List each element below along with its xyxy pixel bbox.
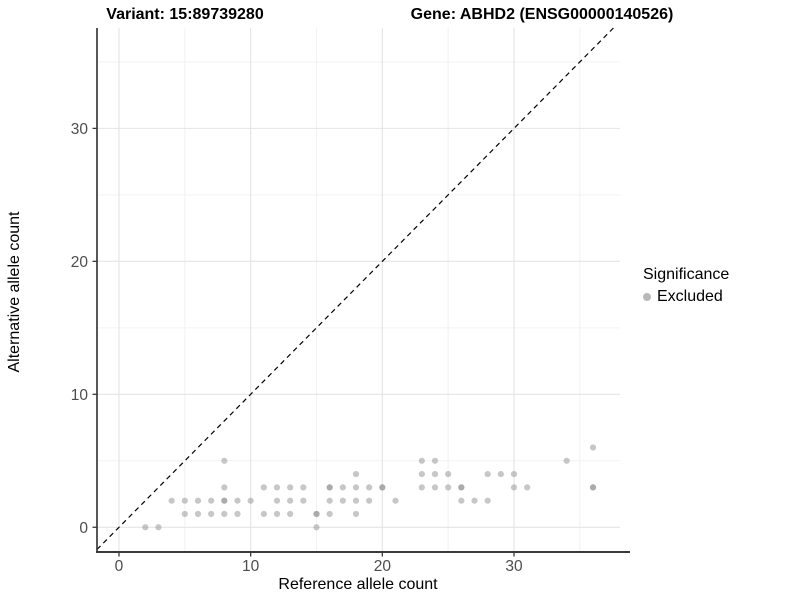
data-point [221,510,228,518]
data-point [208,497,215,504]
legend-point-icon [643,293,651,301]
data-point [273,484,281,491]
data-point [287,510,294,518]
data-point [273,497,281,504]
data-point [458,484,465,491]
legend: Significance Excluded [643,266,729,306]
data-point [273,510,281,518]
data-point [168,497,175,504]
data-point [194,497,202,504]
x-tick-label: 10 [242,558,260,575]
data-point [194,510,202,518]
data-point [366,484,373,491]
data-point [326,484,333,491]
y-tick-label: 0 [79,520,88,537]
data-point [221,484,228,491]
data-point [418,457,425,464]
data-point [208,510,215,518]
data-point [563,457,570,464]
data-point [181,510,188,518]
data-point [445,484,452,491]
data-point [260,484,267,491]
data-point [142,524,149,531]
data-point [221,497,228,504]
data-point [221,457,228,464]
data-point [497,470,504,478]
legend-title: Significance [643,266,730,283]
data-point [418,484,425,491]
data-point [379,484,386,491]
data-point [300,484,307,491]
plot-panel [97,28,620,552]
data-point [418,470,425,478]
y-axis-title-container: Alternative allele count [6,182,28,402]
y-tick-label: 30 [71,121,89,138]
data-point [510,470,518,478]
data-point [431,470,439,478]
data-point [352,470,360,478]
y-tick-label: 10 [71,387,89,404]
data-point [589,444,597,451]
data-point [524,484,531,491]
data-point [339,484,346,491]
x-tick-label: 30 [505,558,523,575]
data-point [234,497,241,504]
x-tick-label: 20 [374,558,392,575]
data-point [181,497,188,504]
data-point [510,484,518,491]
plot-title-variant: Variant: 15:89739280 [106,6,264,23]
data-point [589,484,597,491]
data-point [458,497,465,504]
data-point [484,470,491,478]
x-tick-label: 0 [115,558,124,575]
data-point [155,524,162,531]
data-point [313,524,320,531]
data-point [260,510,267,518]
data-point [445,470,452,478]
y-tick-label: 20 [71,254,89,271]
legend-item-label: Excluded [657,288,723,305]
data-point [431,457,439,464]
y-axis-title: Alternative allele count [6,211,23,373]
data-point [313,510,320,518]
data-point [287,497,294,504]
x-axis-title: Reference allele count [278,576,438,593]
data-point [300,497,307,504]
data-point [484,497,491,504]
data-point [339,497,346,504]
plot-title-gene: Gene: ABHD2 (ENSG00000140526) [410,6,674,23]
data-point [287,484,294,491]
data-point [247,497,254,504]
data-point [366,497,373,504]
data-point [234,510,241,518]
data-point [326,510,333,518]
data-point [352,484,360,491]
data-point [471,497,478,504]
data-point [431,484,439,491]
data-point [352,510,360,518]
legend-item-excluded: Excluded [643,288,729,306]
data-point [352,497,360,504]
data-point [326,497,333,504]
data-point [392,497,399,504]
